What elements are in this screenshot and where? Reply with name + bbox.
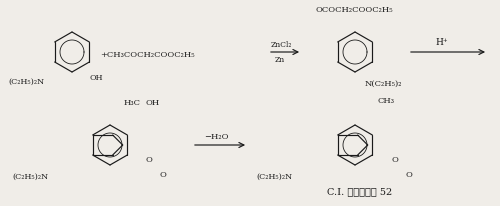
- Text: +CH₃COCH₂COOC₂H₅: +CH₃COCH₂COOC₂H₅: [100, 51, 194, 59]
- Text: O: O: [146, 156, 153, 164]
- Text: ZnCl₂: ZnCl₂: [271, 41, 292, 49]
- Text: CH₃: CH₃: [377, 97, 394, 105]
- Text: H₃C: H₃C: [124, 99, 141, 107]
- Text: O: O: [160, 171, 167, 179]
- Text: −H₂O: −H₂O: [204, 133, 229, 141]
- Text: (C₂H₅)₂N: (C₂H₅)₂N: [8, 78, 44, 86]
- Text: H⁺: H⁺: [435, 38, 448, 47]
- Text: (C₂H₅)₂N: (C₂H₅)₂N: [256, 173, 292, 181]
- Text: Zn: Zn: [275, 56, 285, 64]
- Text: C.I. 荧光增白剂 52: C.I. 荧光增白剂 52: [328, 187, 392, 196]
- Text: O: O: [405, 171, 412, 179]
- Text: O: O: [391, 156, 398, 164]
- Text: N(C₂H₅)₂: N(C₂H₅)₂: [365, 80, 403, 88]
- Text: OH: OH: [90, 74, 104, 82]
- Text: (C₂H₅)₂N: (C₂H₅)₂N: [12, 173, 48, 181]
- Text: OCOCH₂COOC₂H₅: OCOCH₂COOC₂H₅: [315, 6, 392, 14]
- Text: OH: OH: [146, 99, 160, 107]
